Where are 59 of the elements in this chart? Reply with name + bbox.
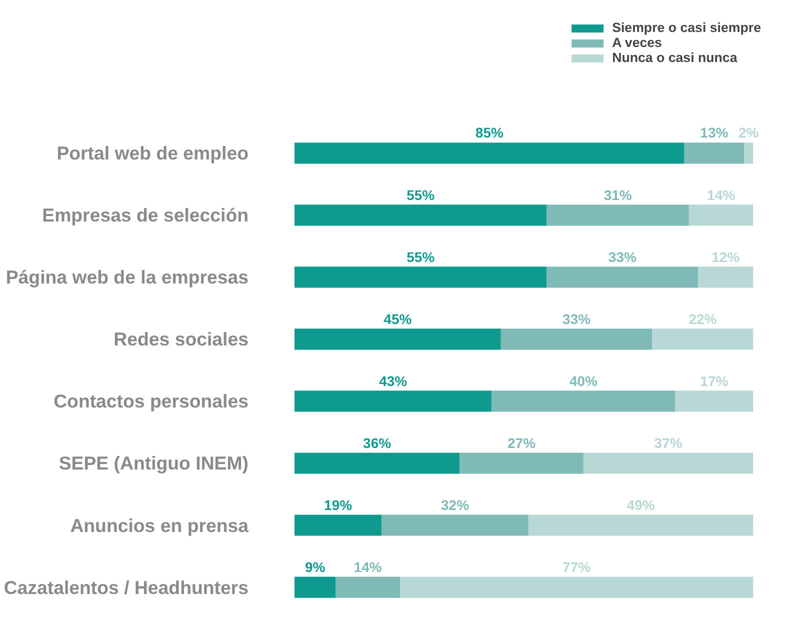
- data-label: 14%: [707, 186, 736, 203]
- data-label: 27%: [508, 434, 536, 451]
- bar: [698, 266, 754, 288]
- data-label: 32%: [441, 496, 470, 513]
- bar: [675, 390, 754, 412]
- bar: [688, 204, 754, 226]
- y-tick-label: Cazatalentos / Headhunters: [4, 576, 249, 598]
- y-tick-label: Página web de la empresas: [6, 266, 248, 288]
- legend-label: A veces: [612, 35, 662, 50]
- data-label: 43%: [379, 372, 408, 389]
- y-tick-label: Portal web de empleo: [56, 142, 249, 164]
- bar: [382, 514, 528, 536]
- data-label: 49%: [626, 496, 656, 513]
- data-label: 55%: [406, 248, 436, 265]
- bar: [684, 142, 744, 164]
- bar: [744, 142, 754, 164]
- legend-label: Nunca o casi nunca: [612, 50, 738, 65]
- bar: [294, 266, 547, 288]
- data-label: 85%: [475, 124, 504, 141]
- data-label: 22%: [688, 310, 718, 327]
- data-label: 40%: [569, 372, 598, 389]
- data-label: 2%: [738, 124, 760, 141]
- bar: [336, 576, 400, 598]
- data-label: 37%: [654, 434, 683, 451]
- data-label: 31%: [604, 186, 632, 203]
- y-tick-label: Empresas de selección: [42, 204, 249, 226]
- bar: [652, 328, 754, 350]
- bar: [500, 328, 652, 350]
- data-label: 9%: [305, 558, 326, 575]
- bar: [400, 576, 754, 598]
- data-label: 17%: [700, 372, 729, 389]
- bar: [294, 142, 684, 164]
- bar: [528, 514, 754, 536]
- data-label: 14%: [354, 558, 382, 575]
- data-label: 55%: [406, 186, 436, 203]
- data-label: 77%: [562, 558, 592, 575]
- bar: [294, 576, 336, 598]
- bar: [294, 452, 460, 474]
- bar: [294, 390, 492, 412]
- bar: [546, 266, 698, 288]
- data-label: 19%: [324, 496, 353, 513]
- data-label: 13%: [700, 124, 729, 141]
- y-tick-label: SEPE (Antiguo INEM): [58, 452, 249, 474]
- data-label: 36%: [363, 434, 392, 451]
- data-label: 33%: [608, 248, 637, 265]
- bar: [294, 514, 382, 536]
- data-label: 45%: [384, 310, 412, 327]
- bar: [492, 390, 676, 412]
- data-label: 33%: [562, 310, 592, 327]
- bar: [460, 452, 584, 474]
- bar: [294, 204, 547, 226]
- y-tick-label: Anuncios en prensa: [70, 514, 250, 536]
- legend-label: Siempre o casi siempre: [612, 20, 761, 35]
- bar: [583, 452, 754, 474]
- bar: [546, 204, 689, 226]
- data-label: 12%: [712, 248, 740, 265]
- y-tick-label: Contactos personales: [54, 390, 249, 412]
- bar: [294, 328, 501, 350]
- y-tick-label: Redes sociales: [114, 328, 249, 350]
